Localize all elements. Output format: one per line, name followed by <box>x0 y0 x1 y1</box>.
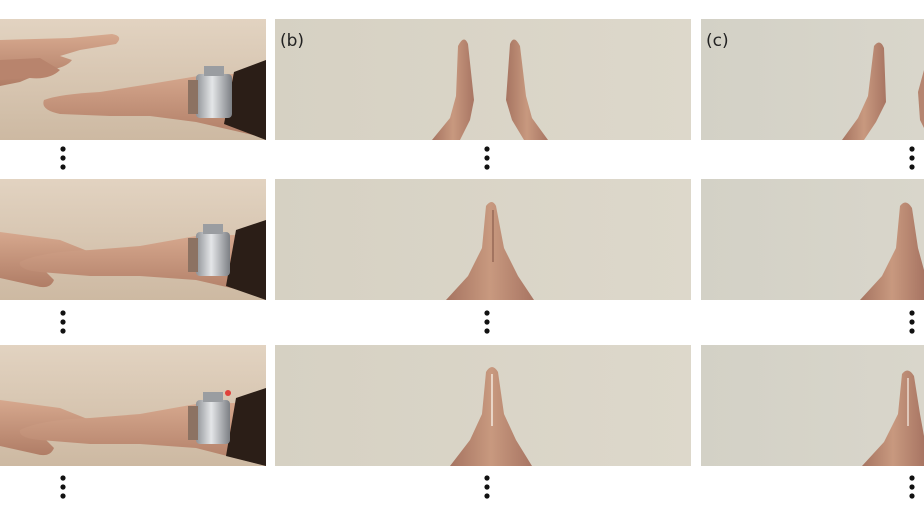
ellipsis-c-3 <box>909 475 914 498</box>
panel-label-b: (b) <box>280 31 304 51</box>
ellipsis-a-3 <box>60 475 65 498</box>
panel-label-c: (c) <box>706 31 729 51</box>
panel-c-frame-3 <box>701 345 924 466</box>
panel-a-frame-2 <box>0 179 266 300</box>
ellipsis-a-2 <box>60 310 65 333</box>
ellipsis-c-1 <box>909 146 914 169</box>
ellipsis-b-2 <box>484 310 489 333</box>
panel-b-frame-2 <box>275 179 691 300</box>
panel-b-frame-1 <box>275 19 691 140</box>
ellipsis-a-1 <box>60 146 65 169</box>
panel-a-frame-3 <box>0 345 266 466</box>
panel-a-frame-1 <box>0 19 266 140</box>
ellipsis-c-2 <box>909 310 914 333</box>
ellipsis-b-3 <box>484 475 489 498</box>
panel-c-frame-2 <box>701 179 924 300</box>
panel-c-frame-1 <box>701 19 924 140</box>
panel-b-frame-3 <box>275 345 691 466</box>
ellipsis-b-1 <box>484 146 489 169</box>
